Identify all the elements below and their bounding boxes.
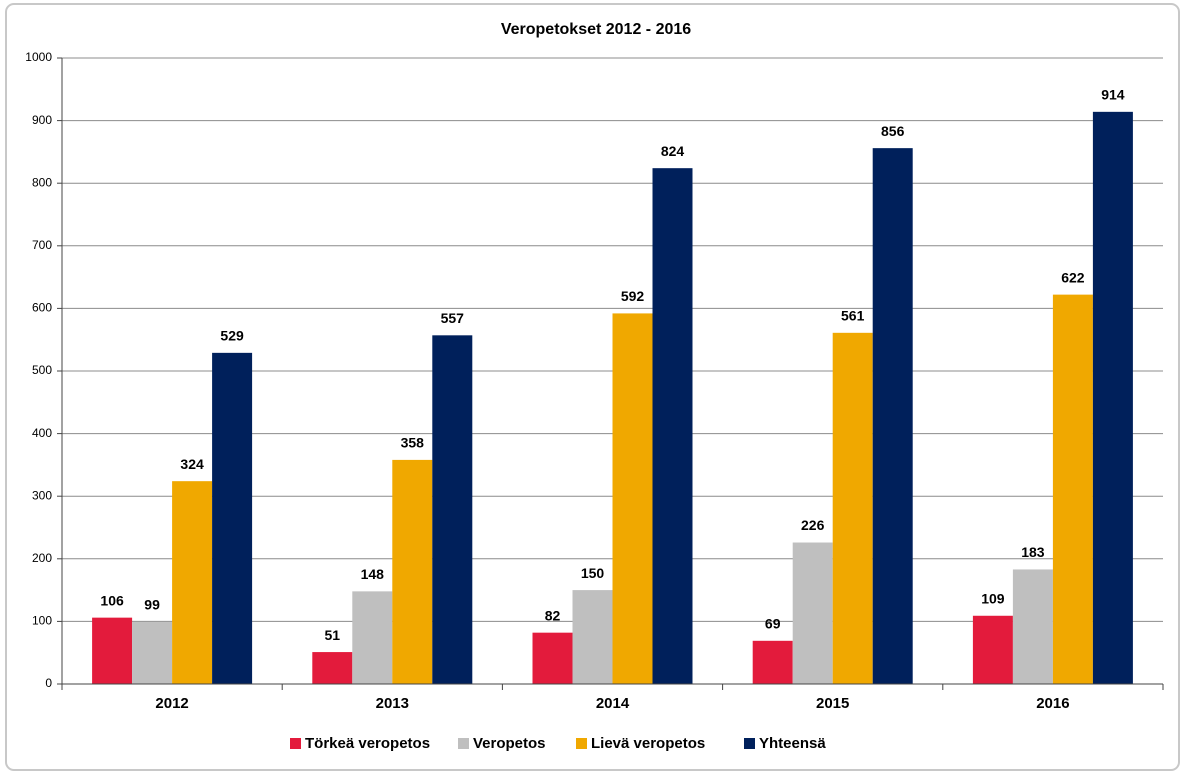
legend-label: Lievä veropetos [591, 735, 705, 752]
x-tick-label: 2012 [155, 695, 188, 712]
data-label: 148 [361, 566, 385, 582]
data-label: 856 [881, 123, 905, 139]
chart-title: Veropetokset 2012 - 2016 [501, 21, 691, 38]
data-label: 106 [100, 592, 124, 608]
x-tick-label: 2016 [1036, 695, 1069, 712]
x-tick-label: 2013 [376, 695, 409, 712]
bar [312, 652, 353, 684]
x-tick-label: 2014 [596, 695, 630, 712]
data-label: 51 [325, 627, 341, 643]
legend-swatch [576, 738, 587, 749]
data-label: 914 [1101, 87, 1125, 103]
data-label: 622 [1061, 269, 1085, 285]
y-tick-label: 800 [32, 175, 52, 189]
data-label: 561 [841, 308, 865, 324]
y-tick-label: 900 [32, 113, 52, 127]
bar [432, 335, 473, 684]
bar [1092, 111, 1133, 684]
data-label: 557 [441, 310, 465, 326]
y-tick-label: 200 [32, 551, 52, 565]
legend-swatch [290, 738, 301, 749]
data-label: 529 [220, 328, 244, 344]
bar [832, 332, 873, 684]
legend-swatch [744, 738, 755, 749]
bar [752, 640, 793, 684]
legend-label: Törkeä veropetos [305, 735, 430, 752]
data-label: 324 [180, 456, 204, 472]
data-label: 109 [981, 590, 1005, 606]
y-tick-label: 300 [32, 488, 52, 502]
y-tick-label: 1000 [25, 50, 52, 64]
y-tick-label: 500 [32, 363, 52, 377]
bar [532, 632, 573, 684]
data-label: 824 [661, 143, 685, 159]
data-label: 592 [621, 288, 645, 304]
data-label: 183 [1021, 544, 1045, 560]
data-label: 69 [765, 616, 781, 632]
data-label: 150 [581, 565, 605, 581]
bar [612, 313, 653, 684]
legend-swatch [458, 738, 469, 749]
legend-label: Veropetos [473, 735, 546, 752]
bar [572, 590, 613, 684]
data-label: 358 [401, 435, 425, 451]
bar [212, 352, 253, 684]
x-tick-label: 2015 [816, 695, 849, 712]
y-tick-label: 100 [32, 614, 52, 628]
bar [872, 148, 913, 685]
bar [1012, 569, 1053, 684]
bar [92, 617, 133, 684]
y-tick-label: 0 [45, 676, 52, 690]
bar [792, 542, 833, 684]
bar [652, 168, 693, 684]
data-label: 82 [545, 607, 561, 623]
bar [172, 481, 213, 684]
y-tick-label: 700 [32, 238, 52, 252]
y-tick-label: 400 [32, 426, 52, 440]
bar [392, 459, 433, 684]
bar [972, 615, 1013, 684]
legend-label: Yhteensä [759, 735, 826, 752]
bar [1052, 294, 1093, 684]
data-label: 226 [801, 517, 825, 533]
bar [132, 622, 173, 684]
y-tick-label: 600 [32, 301, 52, 315]
bar [352, 591, 393, 684]
data-label: 99 [144, 597, 160, 613]
